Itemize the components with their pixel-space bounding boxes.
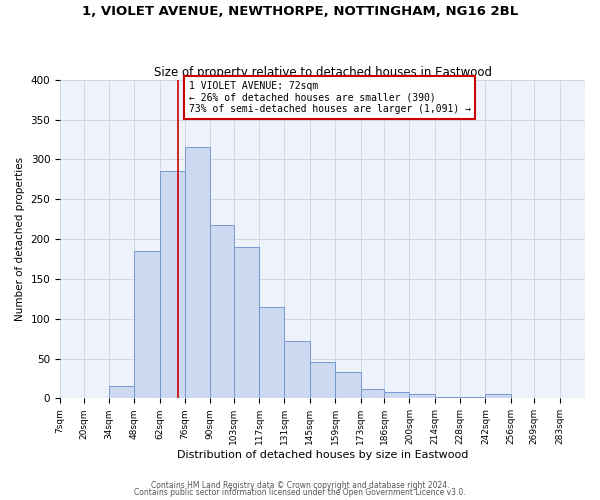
Bar	[109, 386, 134, 398]
Bar	[185, 148, 210, 398]
Y-axis label: Number of detached properties: Number of detached properties	[15, 157, 25, 321]
Text: Contains public sector information licensed under the Open Government Licence v3: Contains public sector information licen…	[134, 488, 466, 497]
Bar	[160, 172, 185, 398]
Title: Size of property relative to detached houses in Eastwood: Size of property relative to detached ho…	[154, 66, 491, 78]
Bar	[234, 247, 259, 398]
Bar	[460, 397, 485, 398]
Bar	[485, 394, 511, 398]
Bar	[310, 362, 335, 398]
Bar	[409, 394, 435, 398]
Bar	[284, 341, 310, 398]
Bar	[361, 389, 384, 398]
Bar	[259, 306, 284, 398]
Text: 1, VIOLET AVENUE, NEWTHORPE, NOTTINGHAM, NG16 2BL: 1, VIOLET AVENUE, NEWTHORPE, NOTTINGHAM,…	[82, 5, 518, 18]
Bar	[134, 251, 160, 398]
Bar	[435, 397, 460, 398]
Bar	[384, 392, 409, 398]
Text: 1 VIOLET AVENUE: 72sqm
← 26% of detached houses are smaller (390)
73% of semi-de: 1 VIOLET AVENUE: 72sqm ← 26% of detached…	[188, 82, 470, 114]
Bar	[210, 224, 234, 398]
X-axis label: Distribution of detached houses by size in Eastwood: Distribution of detached houses by size …	[177, 450, 468, 460]
Text: Contains HM Land Registry data © Crown copyright and database right 2024.: Contains HM Land Registry data © Crown c…	[151, 480, 449, 490]
Bar	[335, 372, 361, 398]
